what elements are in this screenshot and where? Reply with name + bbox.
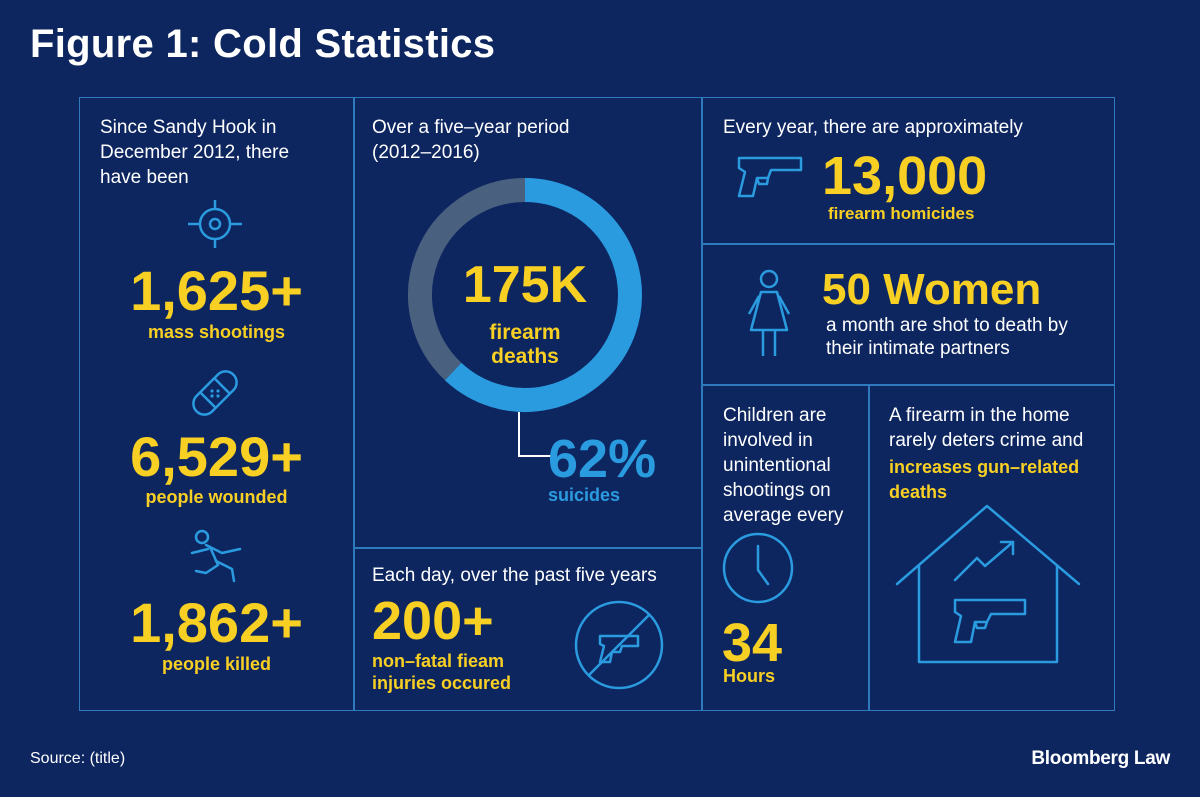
no-gun-icon: [574, 600, 664, 690]
homicide-label: firearm homicides: [828, 204, 975, 223]
row-divider-mid: [353, 547, 701, 549]
clock-icon: [722, 532, 794, 604]
people-killed-value: 1,862+: [130, 591, 303, 654]
col3-intro: Every year, there are approximately: [723, 117, 1023, 138]
homicide-value: 13,000: [822, 146, 988, 206]
home-text: A firearm in the home rarely deters crim…: [889, 405, 1084, 451]
suicide-label: suicides: [548, 485, 621, 505]
mass-shootings-value: 1,625+: [130, 259, 303, 322]
woman-icon: [747, 269, 791, 356]
col-divider-1: [353, 97, 355, 711]
home-highlight: increases gun–related deaths: [889, 457, 1080, 502]
grid-frame: [79, 97, 1115, 711]
donut-value: 175K: [462, 256, 588, 314]
donut-label: firearm deaths: [489, 321, 561, 368]
donut-slice-other: [408, 178, 526, 381]
donut-slice-suicides: [444, 178, 642, 412]
women-value: 50 Women: [822, 265, 1042, 314]
fallen-person-icon: [190, 529, 242, 583]
bandage-icon: [192, 370, 238, 416]
people-wounded-value: 6,529+: [130, 425, 303, 488]
target-icon: [188, 200, 242, 248]
suicide-leader-line: [518, 412, 553, 457]
hours-label: Hours: [723, 666, 776, 686]
day-label: non–fatal fieam injuries occured: [372, 651, 512, 693]
page-title: Figure 1: Cold Statistics: [30, 22, 496, 66]
day-intro: Each day, over the past five years: [372, 565, 657, 586]
col-divider-3: [868, 384, 870, 711]
handgun-icon: [737, 156, 803, 198]
women-label: a month are shot to death by their intim…: [826, 315, 1068, 359]
people-killed-label: people killed: [161, 654, 272, 674]
mass-shootings-label: mass shootings: [147, 322, 286, 342]
day-value: 200+: [372, 591, 494, 651]
suicide-value: 62%: [548, 429, 657, 489]
col2-intro: Over a five–year period (2012–2016): [372, 117, 570, 163]
people-wounded-label: people wounded: [145, 487, 288, 507]
house-gun-icon: [895, 504, 1081, 664]
col1-intro: Since Sandy Hook in December 2012, there…: [100, 117, 290, 188]
hours-value: 34: [722, 613, 783, 673]
brand-logo: Bloomberg Law: [1031, 748, 1170, 769]
col-divider-2: [701, 97, 703, 711]
source-note: Source: (title): [30, 750, 126, 767]
row-divider-right-2: [701, 384, 1115, 386]
donut-chart: [408, 178, 642, 412]
row-divider-right-1: [701, 243, 1115, 245]
children-text: Children are involved in unintentional s…: [723, 405, 844, 526]
